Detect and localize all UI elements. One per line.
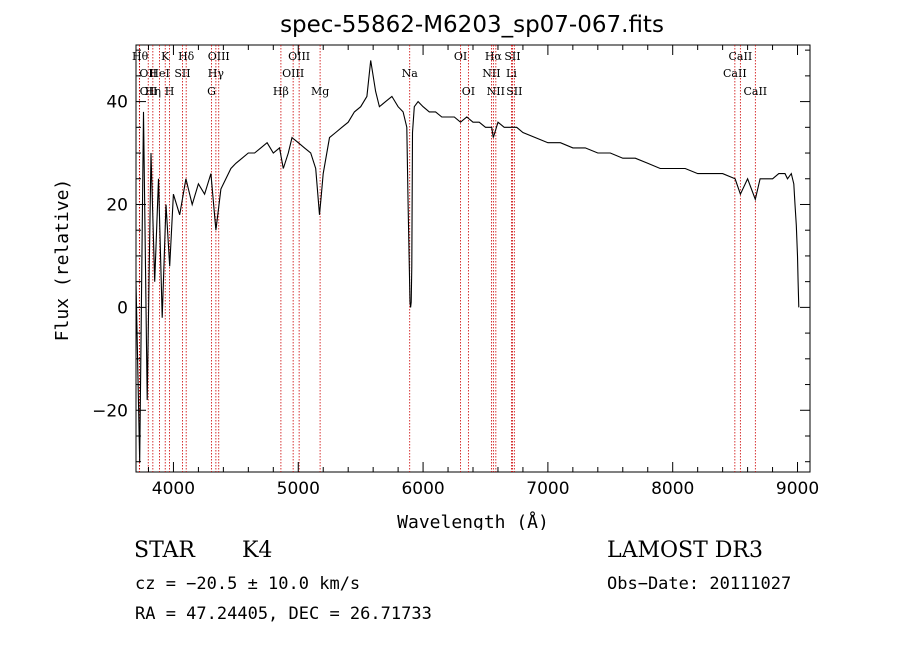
spectrum-chart: Hθ OII OII K HeI Hη Hδ SII H OIII Hγ G OIII OIII Hβ Mg N… — [52, 12, 819, 530]
object-class: STAR — [134, 538, 195, 563]
line-label: Na — [402, 67, 419, 80]
y-tick-label: −20 — [92, 401, 128, 421]
x-tick-label: 7000 — [526, 479, 569, 499]
line-label: OIII — [208, 50, 230, 63]
line-label: Hα — [485, 50, 503, 63]
line-label: OII — [140, 85, 158, 98]
line-label: Mg — [311, 85, 329, 98]
line-label: CaII — [729, 50, 753, 63]
line-label: Hη — [145, 85, 161, 98]
line-label: OII — [139, 67, 157, 80]
chart-title: spec-55862-M6203_sp07-067.fits — [280, 12, 664, 38]
line-label: K — [161, 50, 170, 63]
redshift-text: cz = −20.5 ± 10.0 km/s — [135, 574, 361, 594]
line-label: OIII — [282, 67, 304, 80]
line-label: H — [165, 85, 175, 98]
line-label: G — [207, 85, 216, 98]
x-tick-label: 8000 — [651, 479, 694, 499]
line-label: Hβ — [273, 85, 289, 98]
line-label: Hγ — [208, 67, 225, 80]
line-label: OIII — [288, 50, 310, 63]
y-axis-label: Flux (relative) — [52, 179, 73, 342]
spectral-type: K4 — [242, 538, 273, 563]
plot-frame — [135, 44, 811, 473]
line-label: HeI — [149, 67, 169, 80]
x-tick-label: 9000 — [776, 479, 819, 499]
line-label: CaII — [723, 67, 747, 80]
line-label: NII — [487, 85, 505, 98]
y-tick-label: 0 — [117, 298, 128, 318]
x-tick-label: 5000 — [277, 479, 320, 499]
y-tick-label: 20 — [106, 195, 128, 215]
line-label: CaII — [743, 85, 767, 98]
line-label: NII — [482, 67, 500, 80]
x-axis-label: Wavelength (Å) — [397, 511, 549, 530]
line-label: OI — [454, 50, 467, 63]
y-tick-label: 40 — [106, 93, 128, 113]
line-label: SII — [506, 85, 522, 98]
x-tick-label: 4000 — [152, 479, 195, 499]
spectrum-line — [135, 60, 800, 462]
line-label: SII — [504, 50, 520, 63]
line-label: Hθ — [132, 50, 149, 63]
line-label: OI — [462, 85, 475, 98]
coordinates: RA = 47.24405, DEC = 26.71733 — [135, 604, 432, 624]
x-tick-label: 6000 — [401, 479, 444, 499]
obs-date: Obs−Date: 20111027 — [607, 574, 792, 594]
line-label: Hδ — [178, 50, 195, 63]
line-label: SII — [174, 67, 190, 80]
line-label: Li — [506, 67, 517, 80]
survey-label: LAMOST DR3 — [607, 538, 763, 563]
